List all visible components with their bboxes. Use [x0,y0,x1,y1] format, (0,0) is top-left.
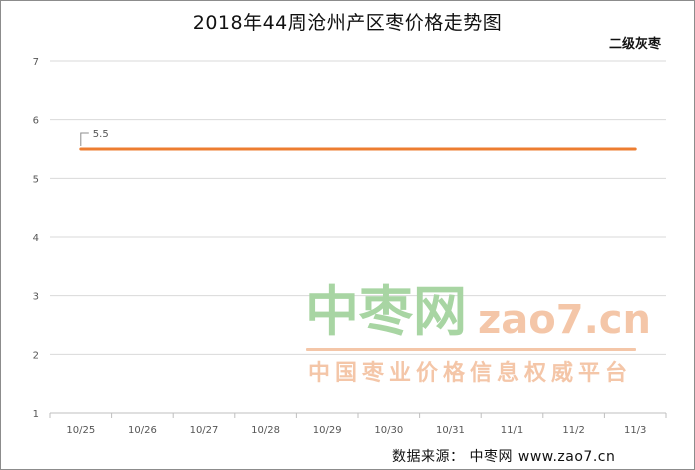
series-layer [79,147,637,151]
x-tick-label: 10/31 [436,425,465,436]
watermark-divider [306,348,636,351]
x-tick-label: 11/3 [624,425,646,436]
x-tick-label: 11/2 [562,425,584,436]
grid-layer [50,60,666,355]
y-tick-label: 7 [33,57,39,68]
y-tick-label: 1 [33,409,39,420]
data-point [633,147,637,151]
data-point [510,147,514,151]
axis-layer: 1 2 3 4 5 6 7 10/25 10/26 10/27 10/28 10/29 10/30 10/… [33,57,667,436]
y-tick-label: 5 [33,174,39,185]
x-tick-label: 10/29 [313,425,342,436]
data-label: 5.5 [93,129,109,140]
label-layer: 5.5 [80,129,109,146]
x-tick-label: 10/30 [374,425,403,436]
data-point [202,147,206,151]
y-tick-label: 4 [33,233,39,244]
watermark-logo-en: zao7.cn [478,297,651,343]
y-tick-label: 6 [33,116,39,127]
data-point [79,147,83,151]
watermark-slogan: 中国枣业价格信息权威平台 [308,360,632,386]
watermark: 中枣网 zao7.cn 中国枣业价格信息权威平台 [305,280,651,386]
data-point [325,147,329,151]
data-point [448,147,452,151]
watermark-logo-cn: 中枣网 [305,280,467,343]
data-point [572,147,576,151]
data-point [264,147,268,151]
x-tick-label: 11/1 [501,425,523,436]
x-tick-label: 10/27 [190,425,219,436]
y-tick-label: 3 [33,292,39,303]
data-point [140,147,144,151]
chart-title: 2018年44周沧州产区枣价格走势图 [192,12,503,34]
y-tick-label: 2 [33,350,39,361]
x-tick-label: 10/25 [66,425,95,436]
data-source: 数据来源： 中枣网 www.zao7.cn [392,449,616,465]
data-label-leader [80,132,89,146]
series-label: 二级灰枣 [608,37,661,52]
x-tick-label: 10/28 [251,425,280,436]
data-point [387,147,391,151]
x-tick-label: 10/26 [128,425,157,436]
